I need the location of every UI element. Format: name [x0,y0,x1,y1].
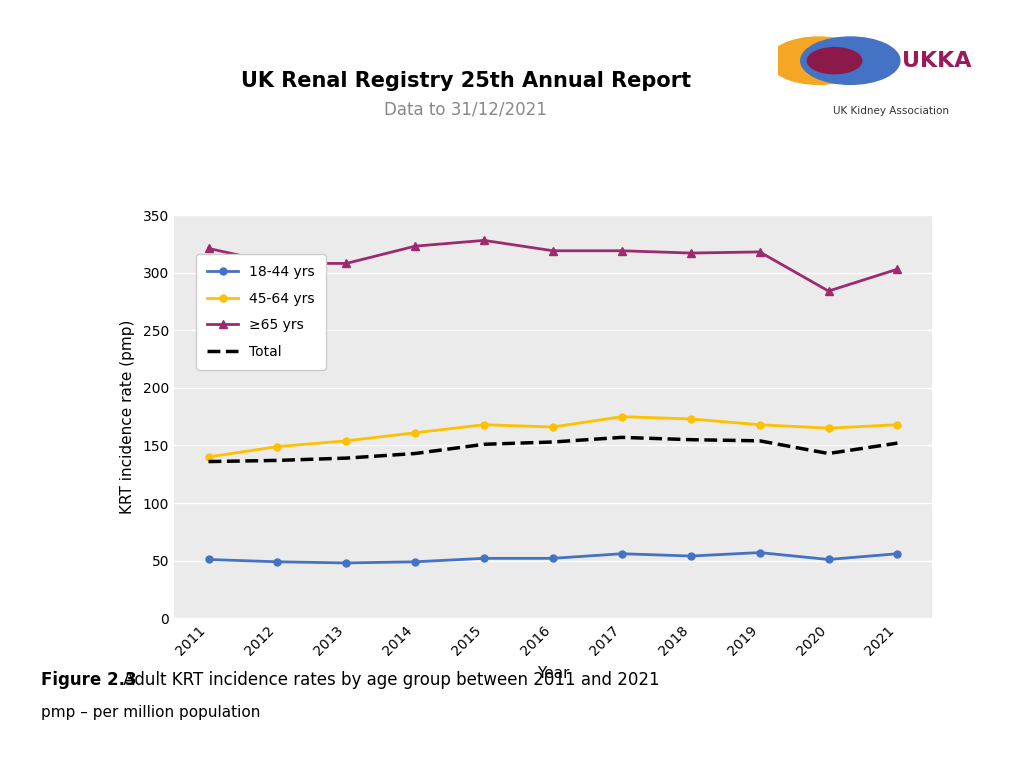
Line: ≥65 yrs: ≥65 yrs [205,237,901,295]
Total [340,453,352,462]
Circle shape [801,37,900,84]
18-44 yrs [685,551,697,561]
Circle shape [769,37,868,84]
Total [615,433,628,442]
18-44 yrs [891,549,903,558]
Total [754,436,766,445]
≥65 yrs [409,241,421,250]
Text: pmp – per million population: pmp – per million population [41,705,260,720]
Text: UK Renal Registry 25th Annual Report: UK Renal Registry 25th Annual Report [241,71,691,91]
≥65 yrs [478,236,490,245]
45-64 yrs [340,436,352,445]
45-64 yrs [478,420,490,429]
Line: 45-64 yrs: 45-64 yrs [205,413,901,461]
Legend: 18-44 yrs, 45-64 yrs, ≥65 yrs, Total: 18-44 yrs, 45-64 yrs, ≥65 yrs, Total [197,254,326,370]
45-64 yrs [409,429,421,438]
18-44 yrs [615,549,628,558]
X-axis label: Year: Year [537,667,569,681]
18-44 yrs [478,554,490,563]
≥65 yrs [615,246,628,255]
≥65 yrs [754,247,766,257]
≥65 yrs [822,286,835,296]
Total [203,457,215,466]
Text: UKKA: UKKA [902,51,972,71]
Text: Data to 31/12/2021: Data to 31/12/2021 [384,100,548,118]
45-64 yrs [203,452,215,462]
Line: 18-44 yrs: 18-44 yrs [205,549,901,567]
≥65 yrs [203,244,215,253]
≥65 yrs [340,259,352,268]
≥65 yrs [891,264,903,274]
Total [547,438,559,447]
Text: Figure 2.3: Figure 2.3 [41,670,136,689]
Total [685,435,697,444]
Text: UK Kidney Association: UK Kidney Association [833,106,949,116]
≥65 yrs [271,259,284,268]
45-64 yrs [547,422,559,432]
18-44 yrs [340,558,352,568]
45-64 yrs [891,420,903,429]
Text: Adult KRT incidence rates by age group between 2011 and 2021: Adult KRT incidence rates by age group b… [118,670,659,689]
18-44 yrs [547,554,559,563]
Total [409,449,421,458]
18-44 yrs [409,558,421,567]
45-64 yrs [822,424,835,433]
45-64 yrs [685,415,697,424]
Total [822,449,835,458]
Total [271,456,284,465]
18-44 yrs [203,554,215,564]
18-44 yrs [754,548,766,558]
Line: Total: Total [209,438,897,462]
45-64 yrs [754,420,766,429]
Total [478,439,490,449]
Y-axis label: KRT incidence rate (pmp): KRT incidence rate (pmp) [120,319,134,514]
18-44 yrs [822,554,835,564]
45-64 yrs [271,442,284,452]
≥65 yrs [685,249,697,258]
Circle shape [807,48,862,74]
18-44 yrs [271,558,284,567]
≥65 yrs [547,246,559,255]
Total [891,439,903,448]
45-64 yrs [615,412,628,421]
